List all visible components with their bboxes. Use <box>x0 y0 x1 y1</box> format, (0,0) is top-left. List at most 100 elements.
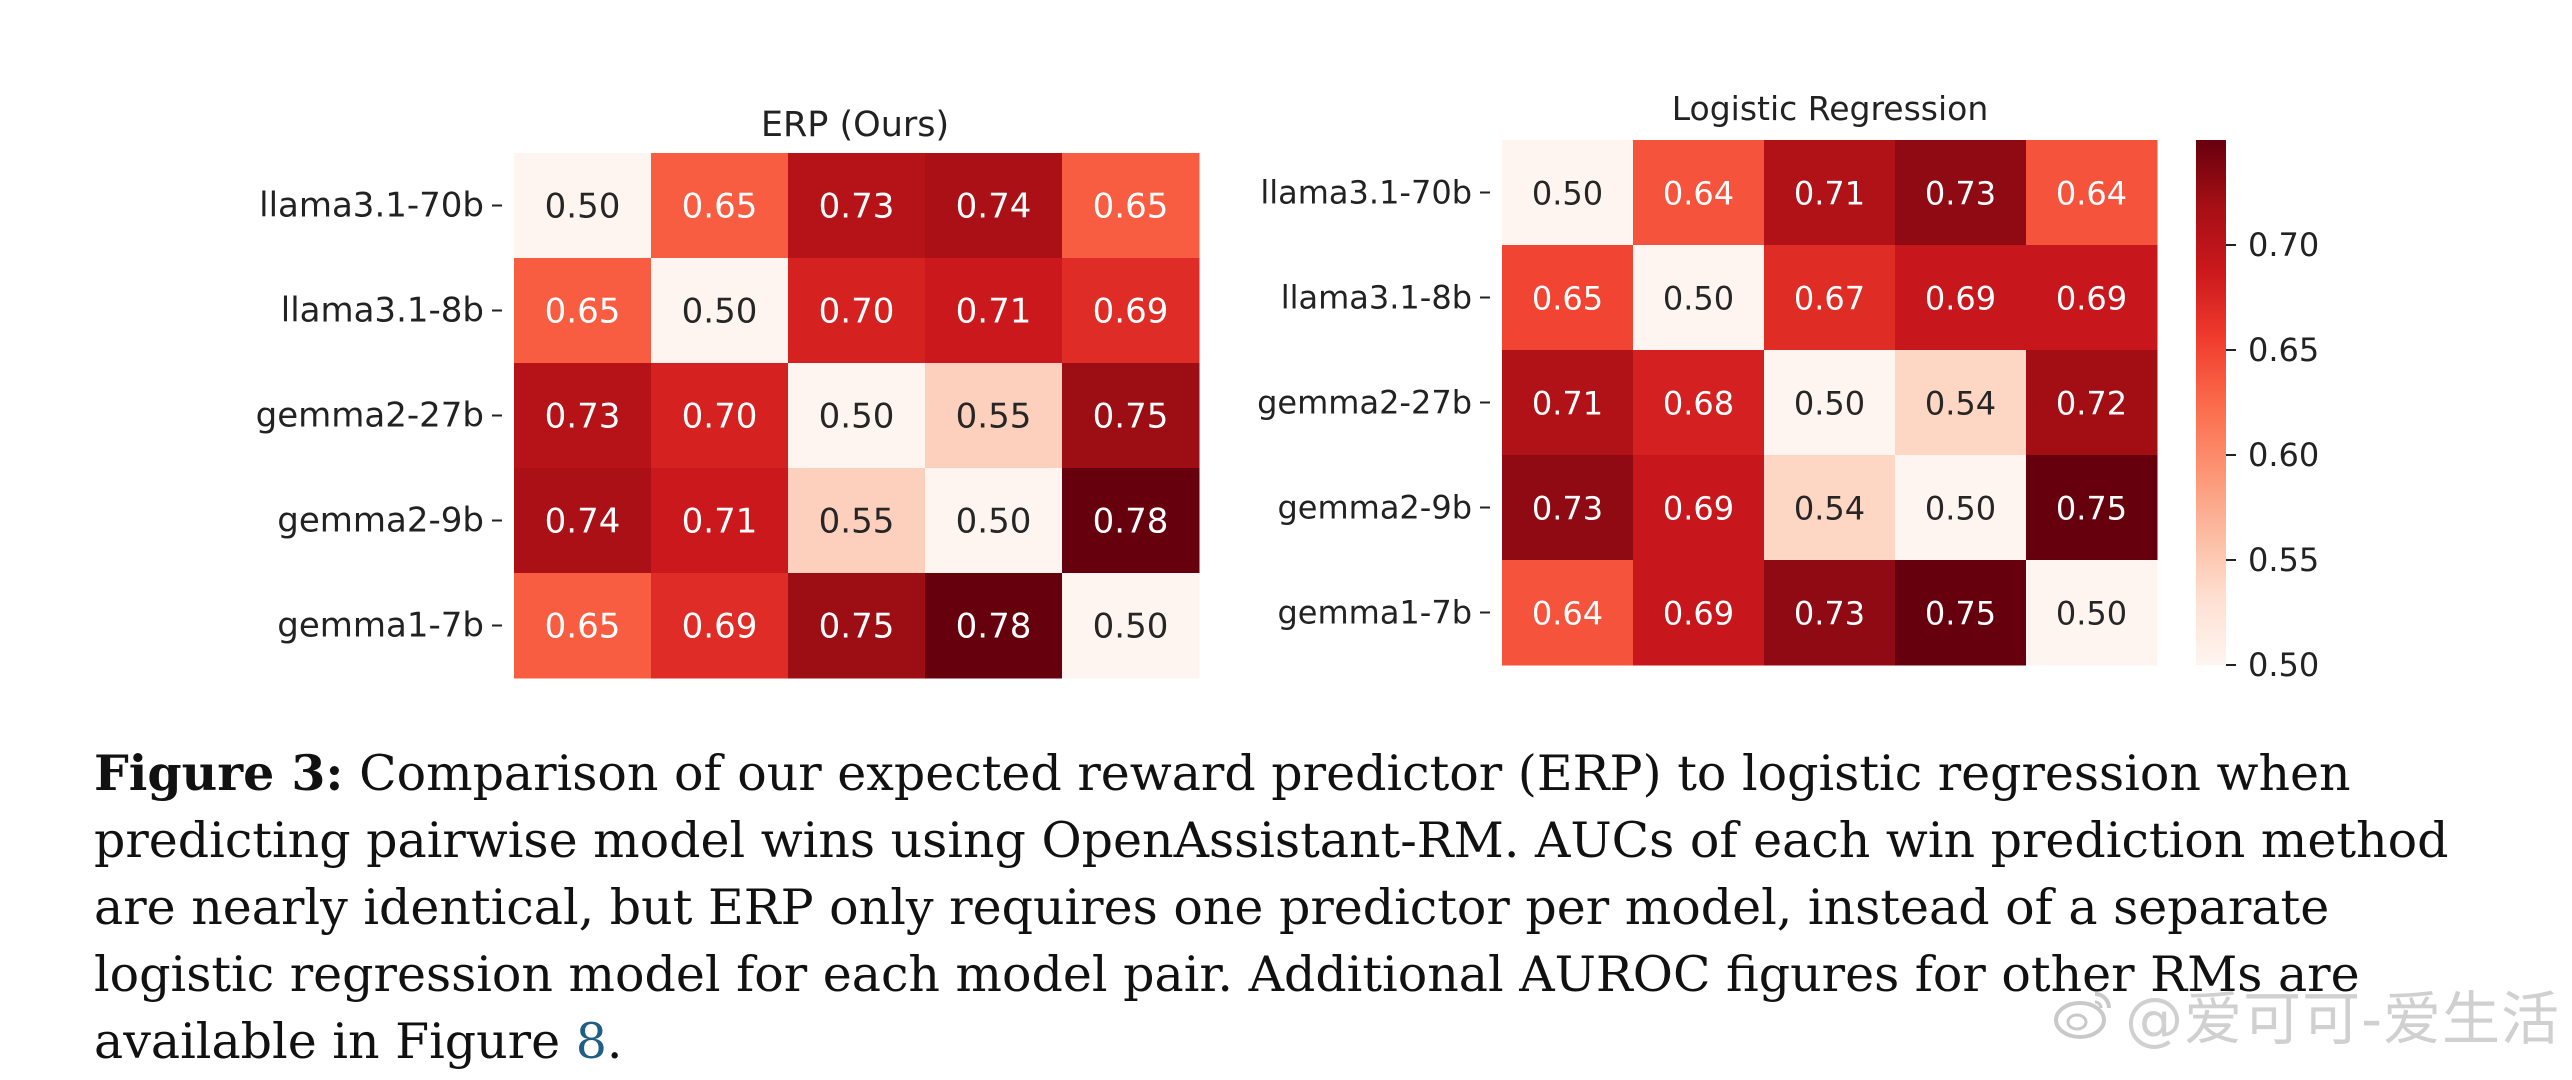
figure-3-heatmaps: ERP (Ours) llama3.1-70b 0.50 0.65 0.73 0.74 0.… <box>256 89 2320 684</box>
caption-text: Comparison of our expected reward predic… <box>94 745 2449 1070</box>
heatmap-cell <box>1062 258 1200 364</box>
cell-value: 0.69 <box>1663 595 1734 633</box>
row-label: gemma1-7b <box>1277 594 1472 632</box>
weibo-icon <box>2054 992 2112 1039</box>
heatmap-cell <box>2026 560 2158 666</box>
cell-value: 0.73 <box>1532 490 1603 528</box>
heatmap-cell <box>514 468 652 574</box>
heatmap-cell <box>1062 573 1200 679</box>
heatmap-cell <box>1895 455 2027 561</box>
cell-value: 0.55 <box>819 502 895 542</box>
heatmap-cell <box>1502 455 1634 561</box>
cell-value: 0.69 <box>2056 280 2127 318</box>
cell-value: 0.78 <box>1093 502 1169 542</box>
cell-value: 0.69 <box>1925 280 1996 318</box>
cell-value: 0.71 <box>1532 385 1603 423</box>
cell-value: 0.65 <box>1532 280 1603 318</box>
cell-value: 0.74 <box>545 502 621 542</box>
heatmap-cell <box>925 153 1063 259</box>
watermark-text: @爱可可-爱生活 <box>2125 985 2560 1053</box>
colorbar-tick-label: 0.70 <box>2248 226 2319 264</box>
cell-value: 0.71 <box>956 292 1032 332</box>
heatmap-cell <box>1502 245 1634 351</box>
cell-value: 0.65 <box>545 292 621 332</box>
cell-value: 0.75 <box>819 607 895 647</box>
heatmap-cell <box>1502 560 1634 666</box>
row-label: llama3.1-8b <box>1281 279 1472 317</box>
cell-value: 0.70 <box>819 292 895 332</box>
cell-value: 0.64 <box>2056 175 2127 213</box>
cell-value: 0.74 <box>956 187 1032 227</box>
heatmap-cell <box>1633 455 1765 561</box>
heatmap-cell <box>1895 350 2027 456</box>
row-label: gemma2-9b <box>1277 489 1472 527</box>
heatmap-cell <box>788 363 926 469</box>
heatmap-cell <box>651 258 789 364</box>
cell-value: 0.78 <box>956 607 1032 647</box>
cell-value: 0.50 <box>819 397 895 437</box>
heatmap-cell <box>1764 560 1896 666</box>
heatmap-cell <box>1062 363 1200 469</box>
heatmap-cell <box>1764 350 1896 456</box>
heatmap-cell <box>1062 153 1200 259</box>
colorbar-tick-label: 0.65 <box>2248 331 2319 369</box>
heatmap-cell <box>788 573 926 679</box>
heatmap-cell <box>1764 140 1896 246</box>
colorbar-tick-label: 0.60 <box>2248 436 2319 474</box>
cell-value: 0.67 <box>1794 280 1865 318</box>
heatmap-cell <box>651 468 789 574</box>
heatmap-cell <box>1764 245 1896 351</box>
cell-value: 0.71 <box>682 502 758 542</box>
heatmap-cell <box>2026 140 2158 246</box>
cell-value: 0.69 <box>1663 490 1734 528</box>
heatmap-cell <box>1895 140 2027 246</box>
colorbar <box>2196 140 2226 665</box>
cell-value: 0.65 <box>682 187 758 227</box>
caption-figure-link[interactable]: 8 <box>575 1013 607 1070</box>
cell-value: 0.75 <box>1925 595 1996 633</box>
heatmap-cell <box>514 363 652 469</box>
heatmap-cell <box>1062 468 1200 574</box>
row-label: llama3.1-8b <box>281 291 484 331</box>
heatmap-cell <box>651 573 789 679</box>
watermark: @爱可可-爱生活 <box>2053 972 2560 1056</box>
cell-value: 0.72 <box>2056 385 2127 423</box>
erp-heatmap: ERP (Ours) llama3.1-70b 0.50 0.65 0.73 0.74 0.… <box>256 105 1200 679</box>
row-label: gemma2-27b <box>256 396 484 436</box>
heatmap-cell <box>925 258 1063 364</box>
cell-value: 0.75 <box>2056 490 2127 528</box>
caption-end: . <box>606 1013 623 1070</box>
colorbar-tick-label: 0.55 <box>2248 541 2319 579</box>
cell-value: 0.73 <box>1794 595 1865 633</box>
heatmap-cell <box>925 573 1063 679</box>
heatmap-cell <box>651 153 789 259</box>
cell-value: 0.70 <box>682 397 758 437</box>
cell-value: 0.69 <box>682 607 758 647</box>
chart-title: ERP (Ours) <box>761 105 949 145</box>
heatmap-cell <box>1633 560 1765 666</box>
heatmap-cell <box>2026 455 2158 561</box>
heatmap-cell <box>2026 245 2158 351</box>
row-label: gemma2-27b <box>1257 384 1472 422</box>
cell-value: 0.54 <box>1925 385 1996 423</box>
heatmap-cell <box>788 258 926 364</box>
caption-label: Figure 3: <box>94 744 344 802</box>
cell-value: 0.65 <box>1093 187 1169 227</box>
colorbar-tick-label: 0.50 <box>2248 646 2319 684</box>
cell-value: 0.65 <box>545 607 621 647</box>
cell-value: 0.69 <box>1093 292 1169 332</box>
heatmap-cell <box>1764 455 1896 561</box>
cell-value: 0.73 <box>819 187 895 227</box>
cell-value: 0.50 <box>2056 595 2127 633</box>
cell-value: 0.55 <box>956 397 1032 437</box>
cell-value: 0.50 <box>1093 607 1169 647</box>
heatmap-cell <box>788 153 926 259</box>
row-label: llama3.1-70b <box>1260 174 1472 212</box>
heatmap-cell <box>514 573 652 679</box>
chart-title: Logistic Regression <box>1672 89 1989 128</box>
cell-value: 0.50 <box>1663 280 1734 318</box>
heatmap-cell <box>1633 245 1765 351</box>
heatmap-cell <box>1895 560 2027 666</box>
cell-value: 0.54 <box>1794 490 1865 528</box>
